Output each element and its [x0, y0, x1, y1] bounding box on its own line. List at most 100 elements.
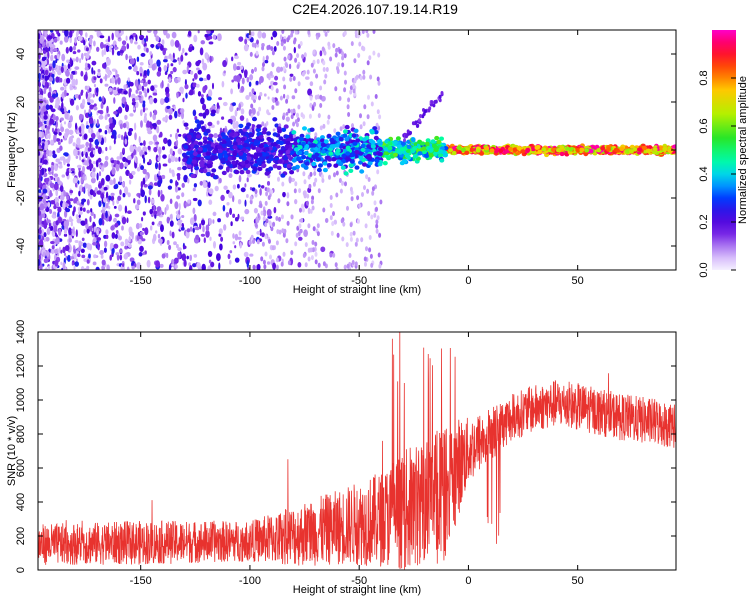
band-cell [284, 144, 290, 149]
noise-cell [88, 163, 94, 170]
noise-cell [349, 186, 353, 192]
noise-cell [162, 117, 167, 122]
noise-cell [244, 199, 247, 207]
noise-cell [107, 128, 111, 134]
noise-cell [77, 253, 81, 258]
noise-cell [248, 240, 252, 246]
band-cell [243, 142, 249, 148]
band-cell [193, 140, 199, 145]
noise-cell [177, 148, 183, 155]
noise-cell [65, 158, 71, 164]
noise-cell [148, 188, 152, 196]
noise-cell [275, 88, 279, 94]
noise-cell [50, 139, 54, 145]
noise-cell [266, 261, 271, 265]
noise-cell [285, 98, 289, 104]
noise-cell [130, 170, 136, 176]
noise-cell [39, 38, 44, 44]
noise-cell [38, 209, 41, 216]
noise-cell [309, 247, 313, 253]
noise-cell [243, 251, 249, 258]
noise-cell [92, 167, 96, 172]
noise-cell [146, 30, 152, 34]
noise-cell [198, 112, 204, 117]
noise-cell [184, 52, 188, 56]
band-cell [537, 149, 543, 154]
noise-cell [97, 110, 102, 114]
band-cell [246, 156, 252, 161]
noise-cell [301, 71, 305, 77]
noise-cell [144, 195, 147, 204]
noise-cell [73, 148, 78, 157]
noise-cell [427, 108, 431, 113]
noise-cell [158, 220, 163, 226]
noise-cell [98, 171, 102, 177]
band-cell [261, 152, 267, 157]
noise-cell [288, 63, 292, 70]
noise-cell [239, 241, 243, 249]
noise-cell [311, 240, 315, 245]
noise-cell [114, 213, 120, 218]
band-cell [489, 148, 495, 153]
noise-cell [275, 257, 279, 263]
noise-cell [140, 189, 146, 198]
noise-cell [352, 88, 356, 94]
band-cell [662, 146, 668, 152]
noise-cell [139, 245, 144, 252]
noise-cell [75, 78, 78, 86]
noise-cell [155, 230, 158, 234]
noise-cell [89, 87, 92, 93]
noise-cell [332, 211, 335, 217]
band-cell [421, 146, 427, 151]
noise-cell [91, 60, 97, 66]
noise-cell [50, 164, 55, 172]
colorbar-label: Normalized spectral amplitude [737, 76, 749, 224]
noise-cell [120, 241, 125, 247]
noise-cell [62, 246, 66, 254]
band-cell [202, 148, 208, 153]
noise-cell [96, 172, 99, 181]
noise-cell [256, 111, 260, 117]
noise-cell [156, 119, 162, 125]
noise-cell [308, 183, 312, 189]
noise-cell [289, 73, 294, 77]
noise-cell [175, 132, 178, 141]
noise-cell [411, 121, 415, 126]
noise-cell [47, 129, 50, 134]
noise-cell [273, 206, 277, 214]
noise-cell [208, 218, 212, 226]
noise-cell [265, 218, 269, 224]
band-cell [272, 164, 278, 169]
noise-cell [45, 267, 48, 270]
noise-cell [282, 115, 285, 121]
noise-cell [161, 211, 165, 216]
noise-cell [326, 30, 330, 34]
noise-cell [312, 181, 316, 187]
noise-cell [168, 77, 172, 83]
noise-cell [171, 259, 175, 265]
band-cell [417, 151, 423, 156]
noise-cell [189, 217, 195, 226]
noise-cell [292, 121, 296, 127]
noise-cell [66, 59, 70, 63]
band-cell [186, 134, 192, 139]
x-tick-label: 50 [572, 275, 584, 287]
noise-cell [57, 141, 61, 145]
noise-cell [300, 217, 304, 223]
band-cell [637, 147, 643, 152]
noise-cell [264, 251, 268, 257]
noise-cell [321, 46, 325, 52]
noise-cell [350, 41, 354, 47]
noise-cell [187, 177, 190, 184]
noise-cell [234, 55, 239, 60]
band-cell [205, 151, 211, 156]
noise-cell [267, 195, 271, 201]
noise-cell [143, 117, 148, 124]
noise-cell [160, 224, 164, 232]
band-cell [383, 150, 389, 155]
noise-cell [338, 96, 342, 101]
noise-cell [169, 220, 174, 227]
band-cell [293, 141, 298, 146]
noise-cell [104, 160, 109, 167]
noise-cell [55, 116, 59, 121]
